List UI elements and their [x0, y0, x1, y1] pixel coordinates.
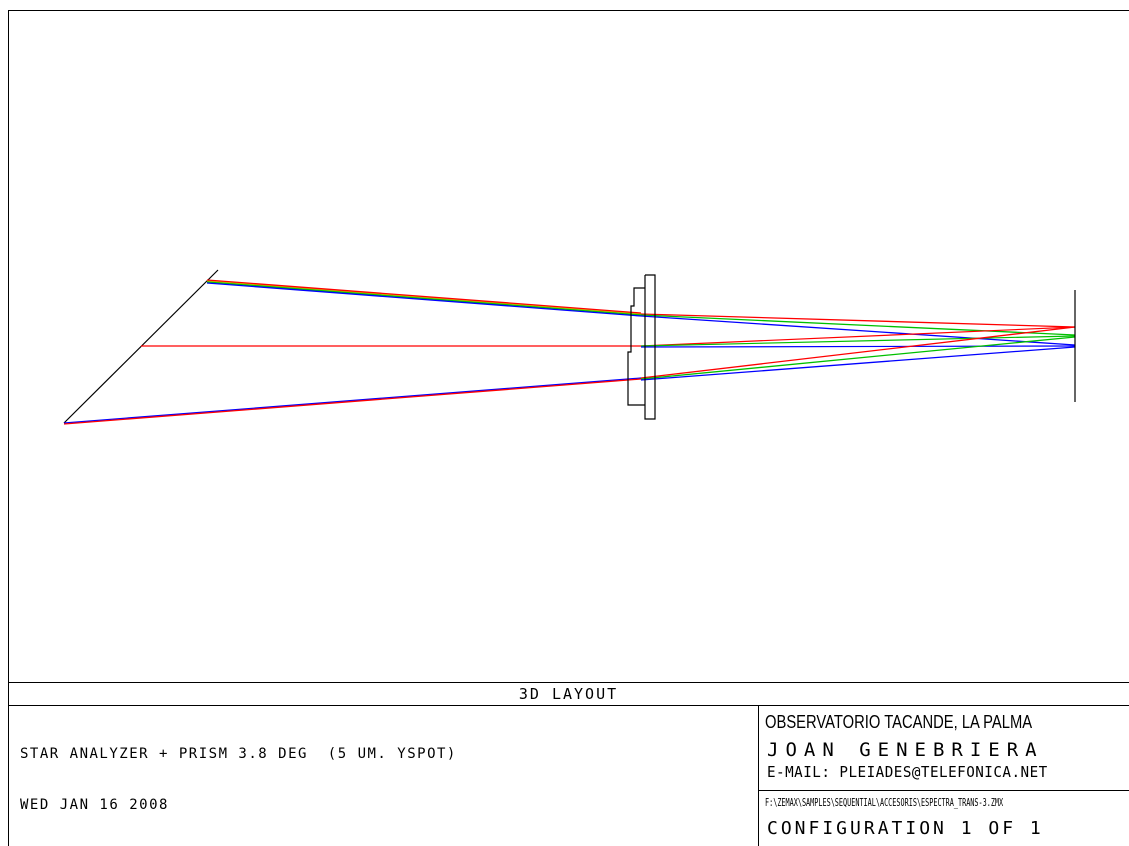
- diagram-title: 3D LAYOUT: [8, 682, 1129, 706]
- prism-element: [627, 274, 656, 420]
- author-info-box: OBSERVATORIO TACANDE, LA PALMA JOAN GENE…: [758, 706, 1129, 846]
- chief-ray: [141, 326, 1076, 348]
- author-name: JOAN GENEBRIERA: [767, 739, 1044, 761]
- divider: [759, 790, 1129, 791]
- optical-layout-diagram: [63, 269, 1076, 425]
- system-info: STAR ANALYZER + PRISM 3.8 DEG (5 UM. YSP…: [20, 712, 457, 831]
- upper-ray-bundle: [206, 279, 1076, 346]
- lower-ray-bundle: [63, 326, 1076, 425]
- drawing-frame: [8, 10, 1129, 846]
- system-description: STAR ANALYZER + PRISM 3.8 DEG (5 UM. YSP…: [20, 746, 457, 762]
- date: WED JAN 16 2008: [20, 797, 169, 813]
- author-email: E-MAIL: PLEIADES@TELEFONICA.NET: [767, 763, 1048, 781]
- observatory-name: OBSERVATORIO TACANDE, LA PALMA: [765, 712, 1033, 732]
- configuration-label: CONFIGURATION 1 OF 1: [767, 818, 1044, 839]
- file-path: F:\ZEMAX\SAMPLES\SEQUENTIAL\ACCESORIS\ES…: [765, 796, 1004, 809]
